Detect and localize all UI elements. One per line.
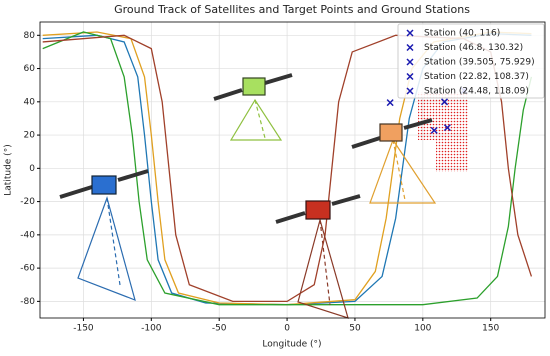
marker-stroke: [386, 99, 394, 107]
y-tick-label: 80: [24, 31, 36, 41]
y-tick-label: 20: [24, 131, 36, 141]
x-tick-label: 100: [414, 324, 431, 334]
y-tick-label: -80: [20, 297, 35, 307]
x-tick-label: -150: [73, 324, 94, 334]
legend-marker: [406, 72, 414, 81]
y-tick-label: -60: [20, 264, 35, 274]
station-marker: [441, 98, 449, 106]
y-tick-label: -40: [20, 230, 35, 240]
legend-item: Station (22.82, 108.37): [406, 72, 529, 82]
legend-item: Station (46.8, 130.32): [406, 43, 523, 53]
x-tick-label: -100: [141, 324, 162, 334]
plot-frame: [39, 21, 546, 319]
y-tick-label: -20: [20, 197, 35, 207]
legend-marker: [406, 87, 414, 95]
station-marker: [443, 124, 451, 132]
legend-label: Station (24.48, 118.09): [424, 87, 529, 97]
legend: [397, 23, 545, 99]
legend-marker: [406, 58, 414, 66]
y-tick-label: 40: [24, 97, 36, 107]
legend-item: Station (40, 116): [406, 29, 500, 39]
x-tick-label: 0: [284, 324, 290, 334]
chart-title: Ground Track of Satellites and Target Po…: [114, 3, 470, 16]
y-tick-label: 60: [24, 64, 36, 74]
legend-item: Station (24.48, 118.09): [406, 87, 529, 97]
x-tick-label: 50: [349, 324, 361, 334]
legend-item: Station (39.505, 75.929): [406, 58, 535, 68]
ground-track: [42, 31, 533, 306]
station-marker: [386, 99, 394, 107]
legend-marker: [406, 43, 414, 52]
marker-stroke: [443, 124, 451, 132]
y-axis-label: Latitude (°): [4, 144, 14, 195]
marker-stroke: [430, 126, 438, 134]
legend-label: Station (22.82, 108.37): [424, 72, 529, 82]
x-tick-label: -50: [212, 324, 227, 334]
station-marker: [430, 126, 438, 134]
legend-label: Station (40, 116): [424, 29, 500, 39]
y-tick-label: 0: [29, 164, 35, 174]
target-points: [418, 92, 468, 172]
legend-label: Station (46.8, 130.32): [424, 43, 523, 53]
legend-marker: [406, 29, 414, 37]
x-axis-label: Longitude (°): [262, 340, 321, 350]
marker-stroke: [441, 98, 449, 106]
legend-label: Station (39.505, 75.929): [424, 58, 535, 68]
satellites: [59, 73, 437, 319]
x-tick-label: 150: [482, 324, 499, 334]
